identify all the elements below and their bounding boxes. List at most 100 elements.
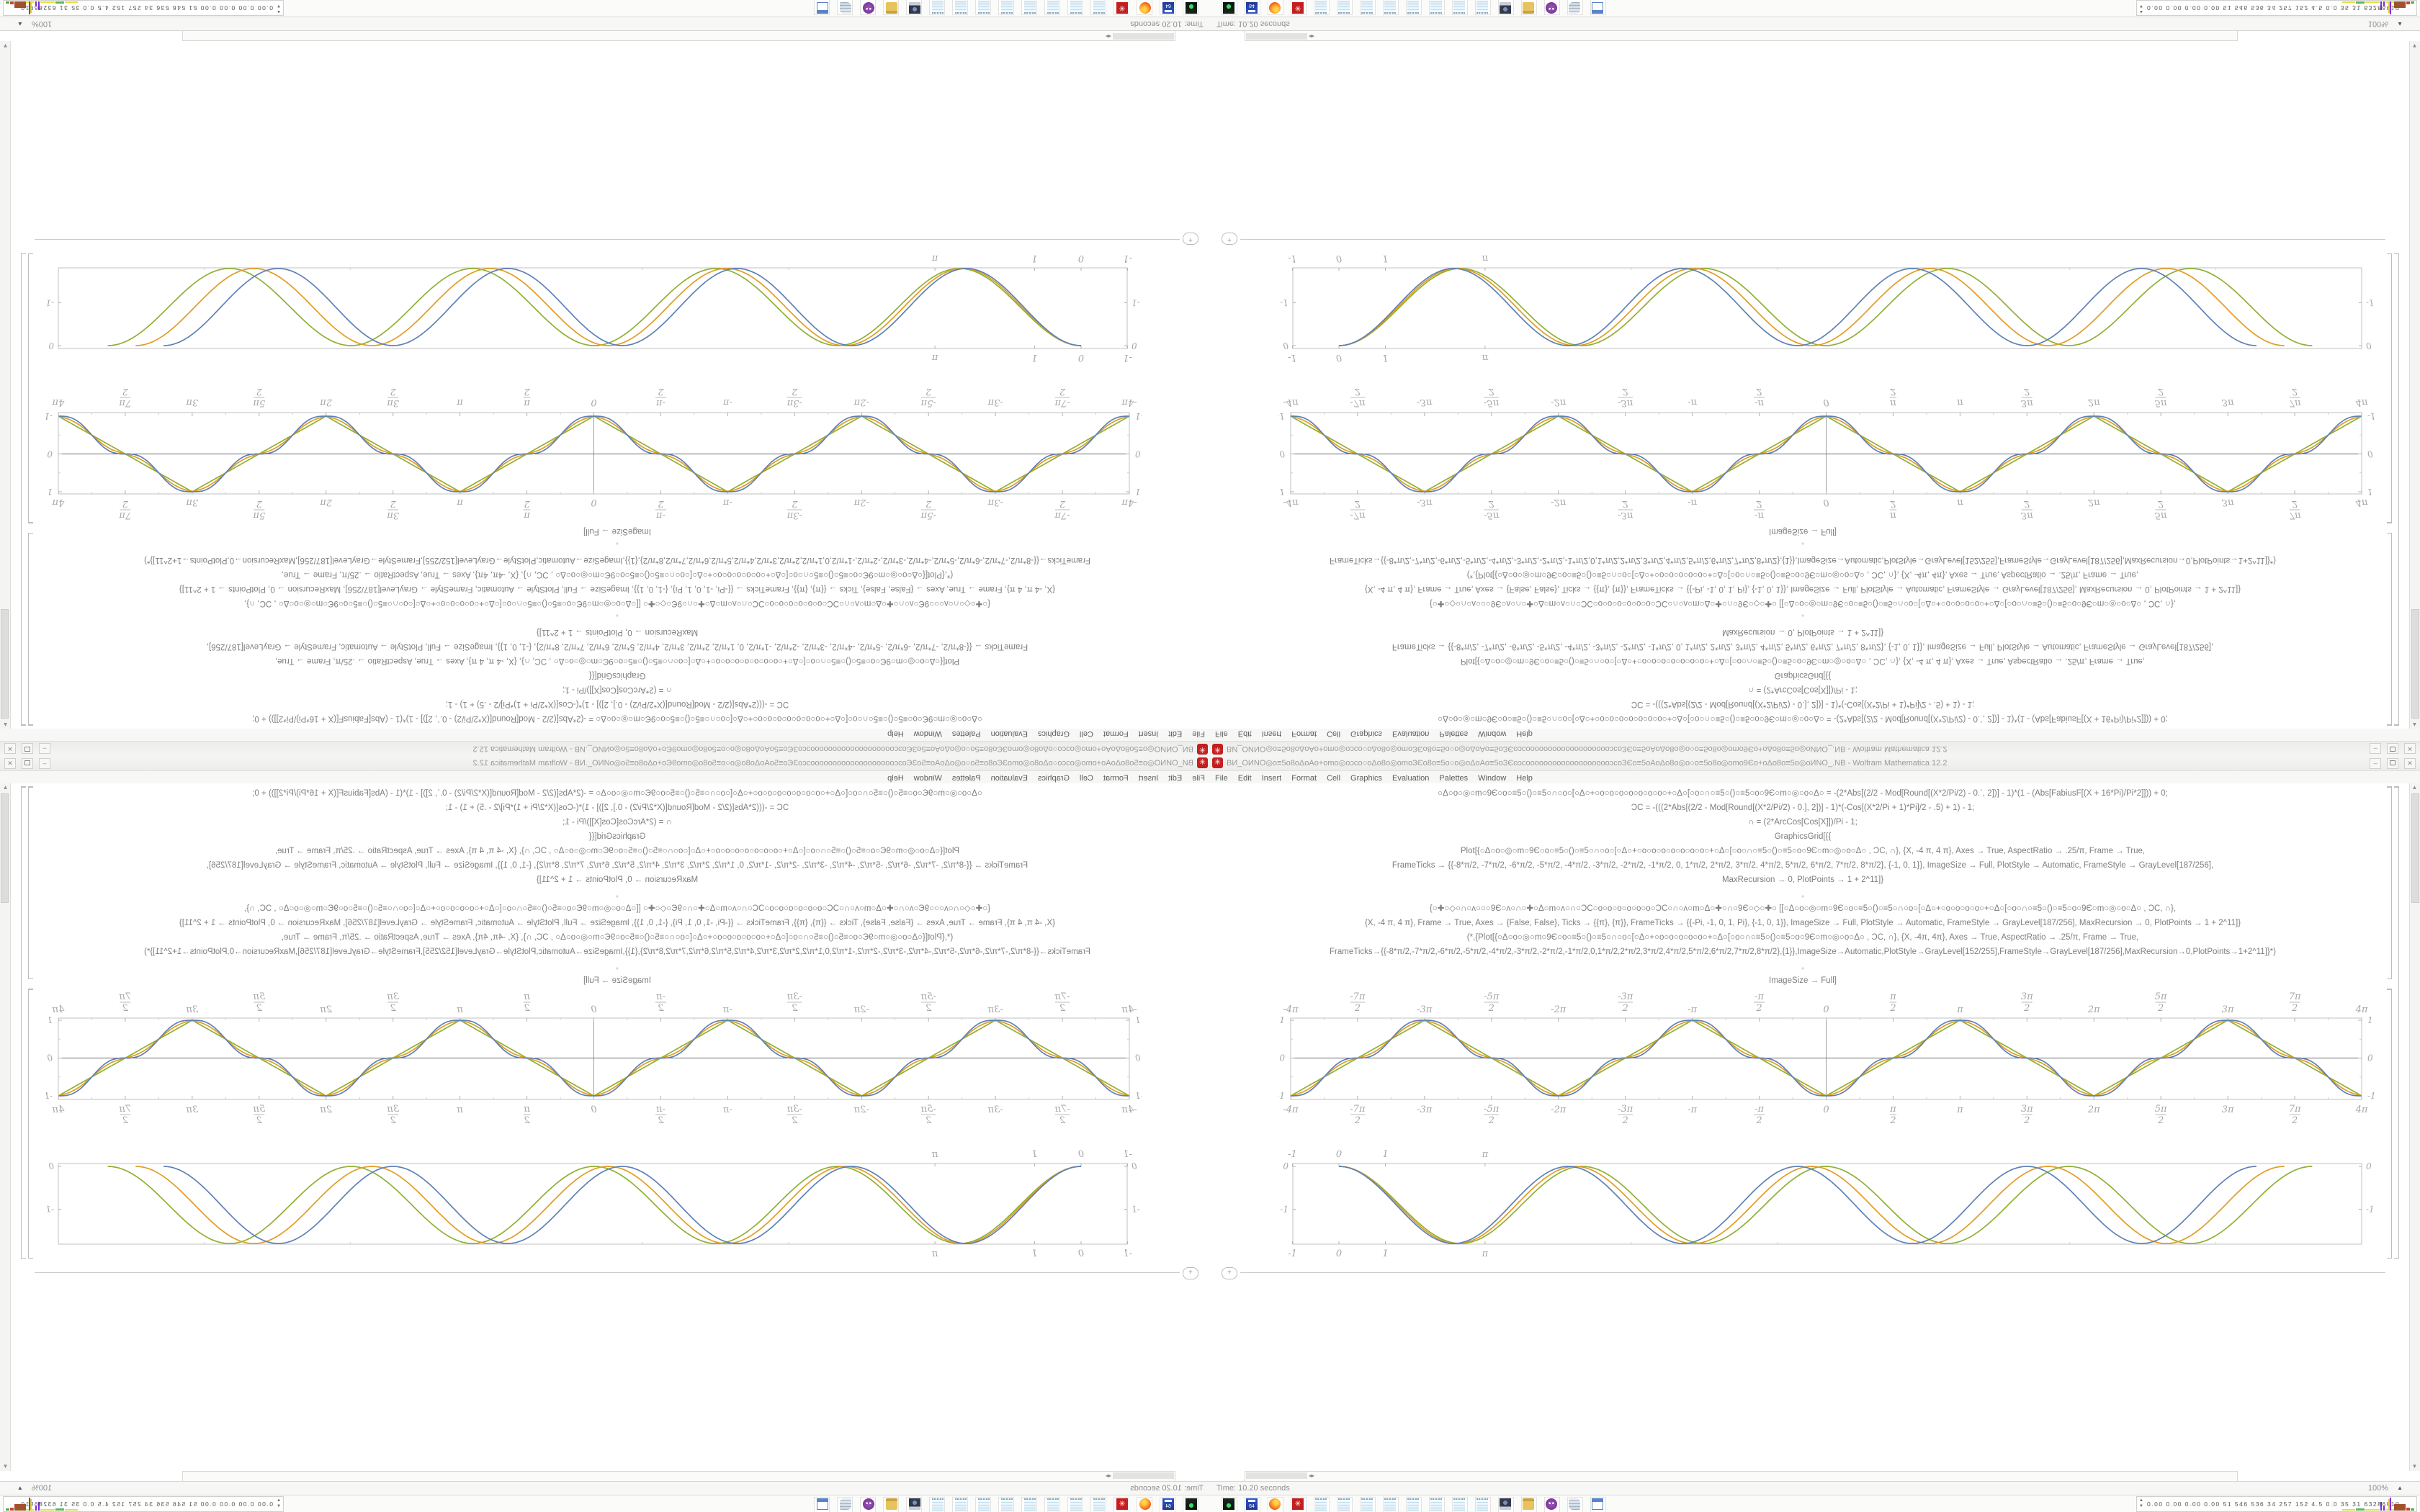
- taskbar-button-notes-icon-5[interactable]: [1406, 1497, 1422, 1512]
- vertical-scrollbar[interactable]: ▲ ▼: [2409, 783, 2420, 1471]
- scroll-up-arrow-icon[interactable]: ▲: [2411, 721, 2418, 728]
- input-cell-code[interactable]: ○Δ○о○◎○m○9Є○о○≡5○()○≡5○∩○о○[○Δ○+○о○о○о○о…: [24, 524, 1210, 726]
- cell-insert-button[interactable]: +: [1222, 1267, 1237, 1279]
- menu-item-cell[interactable]: Cell: [1327, 774, 1341, 783]
- taskbar-button-scroll-document-icon[interactable]: [1567, 1497, 1583, 1512]
- taskbar-button-notes-icon-2[interactable]: [1067, 1497, 1083, 1512]
- menu-item-format[interactable]: Format: [1291, 729, 1317, 738]
- taskbar-button-notes-icon-7[interactable]: [952, 0, 968, 15]
- taskbar-button-notes-icon-5[interactable]: [1406, 0, 1422, 15]
- taskbar-button-notes-icon-8[interactable]: [929, 0, 945, 15]
- taskbar-button-notes-icon-4[interactable]: [1383, 0, 1399, 15]
- menu-item-cell[interactable]: Cell: [1327, 729, 1341, 738]
- menu-item-graphics[interactable]: Graphics: [1350, 774, 1383, 783]
- input-cell-code[interactable]: ○Δ○о○◎○m○9Є○о○≡5○()○≡5○∩○о○[○Δ○+○о○о○о○о…: [1210, 524, 2396, 726]
- taskbar-button-notes-icon-7[interactable]: [1452, 0, 1468, 15]
- scroll-down-arrow-icon[interactable]: ▼: [2, 1463, 9, 1470]
- magnification-arrow-icon[interactable]: ▲: [2397, 21, 2403, 27]
- taskbar-button-notes-icon-2[interactable]: [1337, 1497, 1353, 1512]
- horizontal-scrollbar[interactable]: ◂▸: [1245, 1471, 2238, 1482]
- taskbar-button-notes-icon-1[interactable]: [1090, 1497, 1106, 1512]
- menu-item-evaluation[interactable]: Evaluation: [990, 729, 1028, 738]
- taskbar-button-disk-utility-icon[interactable]: [1183, 0, 1198, 15]
- taskbar-button-mathematica-icon[interactable]: ✳: [1291, 0, 1307, 15]
- menu-item-edit[interactable]: Edit: [1168, 774, 1183, 783]
- taskbar-button-firefox-icon[interactable]: [1268, 1497, 1283, 1512]
- taskbar-button-notes-icon-3[interactable]: [1044, 0, 1060, 15]
- menu-item-window[interactable]: Window: [913, 774, 942, 783]
- taskbar-button-disk-utility-icon[interactable]: [1183, 1497, 1198, 1512]
- cell-bracket-group[interactable]: [2394, 786, 2399, 1259]
- minimize-button[interactable]: [2370, 758, 2381, 769]
- cell-bracket-input[interactable]: [2387, 786, 2392, 979]
- taskbar-button-notes-icon-8[interactable]: [1475, 0, 1491, 15]
- taskbar-button-notes-icon-1[interactable]: [1090, 0, 1106, 15]
- menu-item-insert[interactable]: Insert: [1261, 729, 1282, 738]
- taskbar-button-display-icon[interactable]: [1498, 1497, 1514, 1512]
- scroll-down-arrow-icon[interactable]: ▼: [2411, 1463, 2418, 1470]
- close-button[interactable]: [4, 758, 16, 769]
- taskbar-button-display-icon[interactable]: [906, 0, 922, 15]
- horizontal-scroll-thumb[interactable]: [1246, 1472, 1307, 1479]
- taskbar-button-display-icon[interactable]: [1498, 0, 1514, 15]
- magnification-control[interactable]: 100%: [32, 19, 53, 28]
- close-button[interactable]: [2404, 743, 2416, 754]
- vertical-scroll-thumb[interactable]: [1, 793, 9, 903]
- vertical-scrollbar[interactable]: ▲ ▼: [2409, 41, 2420, 729]
- minimize-button[interactable]: [39, 743, 50, 754]
- horizontal-scroll-arrows-icon[interactable]: ◂▸: [1309, 33, 1315, 40]
- taskbar-button-notes-icon-6[interactable]: [975, 0, 991, 15]
- cell-insertion-line[interactable]: [1240, 239, 2385, 240]
- menu-item-help[interactable]: Help: [887, 774, 904, 783]
- taskbar-button-mathematica-icon[interactable]: ✳: [1113, 0, 1129, 15]
- taskbar-button-mathematica-icon[interactable]: ✳: [1291, 1497, 1307, 1512]
- title-bar[interactable]: ✳ ВИ_ОИNО◎о≡5о8оΔоAо+оmо◎оɔсо○оΔо8о◎оmоЗ…: [0, 756, 1210, 771]
- taskbar-button-notes-icon-4[interactable]: [1021, 1497, 1037, 1512]
- taskbar-button-scroll-document-icon[interactable]: [1567, 0, 1583, 15]
- cell-bracket-input[interactable]: [28, 533, 33, 726]
- cell-insert-button[interactable]: +: [1183, 1267, 1198, 1279]
- title-bar[interactable]: ✳ ВИ_ОИNО◎о≡5о8оΔоAо+оmо◎оɔсо○оΔо8о◎оmоЗ…: [0, 741, 1210, 756]
- vertical-scroll-thumb[interactable]: [2411, 793, 2419, 903]
- taskbar-button-chat-app-icon[interactable]: [860, 0, 876, 15]
- menu-item-format[interactable]: Format: [1291, 774, 1317, 783]
- minimize-button[interactable]: [2370, 743, 2381, 754]
- restore-button[interactable]: [22, 743, 33, 754]
- scroll-up-arrow-icon[interactable]: ▲: [2411, 784, 2418, 791]
- menu-item-format[interactable]: Format: [1103, 774, 1129, 783]
- horizontal-scroll-arrows-icon[interactable]: ◂▸: [1105, 33, 1111, 40]
- taskbar-button-firefox-icon[interactable]: [1137, 1497, 1152, 1512]
- taskbar-button-scroll-document-icon[interactable]: [837, 0, 853, 15]
- restore-button[interactable]: [22, 758, 33, 769]
- restore-button[interactable]: [2387, 743, 2398, 754]
- vertical-scroll-thumb[interactable]: [2411, 609, 2419, 719]
- taskbar-button-disk-utility-icon[interactable]: [1222, 1497, 1237, 1512]
- taskbar-button-notes-icon-5[interactable]: [998, 1497, 1014, 1512]
- cell-bracket-group[interactable]: [21, 786, 26, 1259]
- menu-item-window[interactable]: Window: [913, 729, 942, 738]
- taskbar-button-folder-icon[interactable]: [883, 0, 899, 15]
- taskbar-button-notes-icon-2[interactable]: [1337, 0, 1353, 15]
- horizontal-scroll-thumb[interactable]: [1113, 33, 1174, 40]
- cell-bracket-group[interactable]: [21, 253, 26, 726]
- taskbar-button-folder-icon[interactable]: [883, 1497, 899, 1512]
- menu-item-cell[interactable]: Cell: [1079, 774, 1093, 783]
- menu-item-evaluation[interactable]: Evaluation: [990, 774, 1028, 783]
- taskbar-button-notes-icon-6[interactable]: [1429, 1497, 1445, 1512]
- taskbar-button-notes-icon-4[interactable]: [1021, 0, 1037, 15]
- taskbar-button-save-64-icon[interactable]: 64: [1245, 1497, 1260, 1512]
- scroll-down-arrow-icon[interactable]: ▼: [2, 42, 9, 49]
- taskbar-button-notes-icon-1[interactable]: [1314, 0, 1330, 15]
- taskbar-button-firefox-icon[interactable]: [1268, 0, 1283, 15]
- input-cell-code[interactable]: ○Δ○о○◎○m○9Є○о○≡5○()○≡5○∩○о○[○Δ○+○о○о○о○о…: [1210, 786, 2396, 988]
- horizontal-scrollbar[interactable]: ◂▸: [1245, 30, 2238, 41]
- taskbar-button-chat-app-icon[interactable]: [860, 1497, 876, 1512]
- cell-insertion-line[interactable]: [35, 239, 1180, 240]
- menu-item-graphics[interactable]: Graphics: [1037, 774, 1070, 783]
- title-bar[interactable]: ✳ ВИ_ОИNО◎о≡5о8оΔоAо+оmо◎оɔсо○оΔо8о◎оmоЗ…: [1210, 756, 2420, 771]
- taskbar-button-save-64-icon[interactable]: 64: [1245, 0, 1260, 15]
- taskbar-button-notes-icon-5[interactable]: [998, 0, 1014, 15]
- cell-bracket-input[interactable]: [2387, 533, 2392, 726]
- horizontal-scroll-thumb[interactable]: [1113, 1472, 1174, 1479]
- vertical-scrollbar[interactable]: ▲ ▼: [0, 783, 11, 1471]
